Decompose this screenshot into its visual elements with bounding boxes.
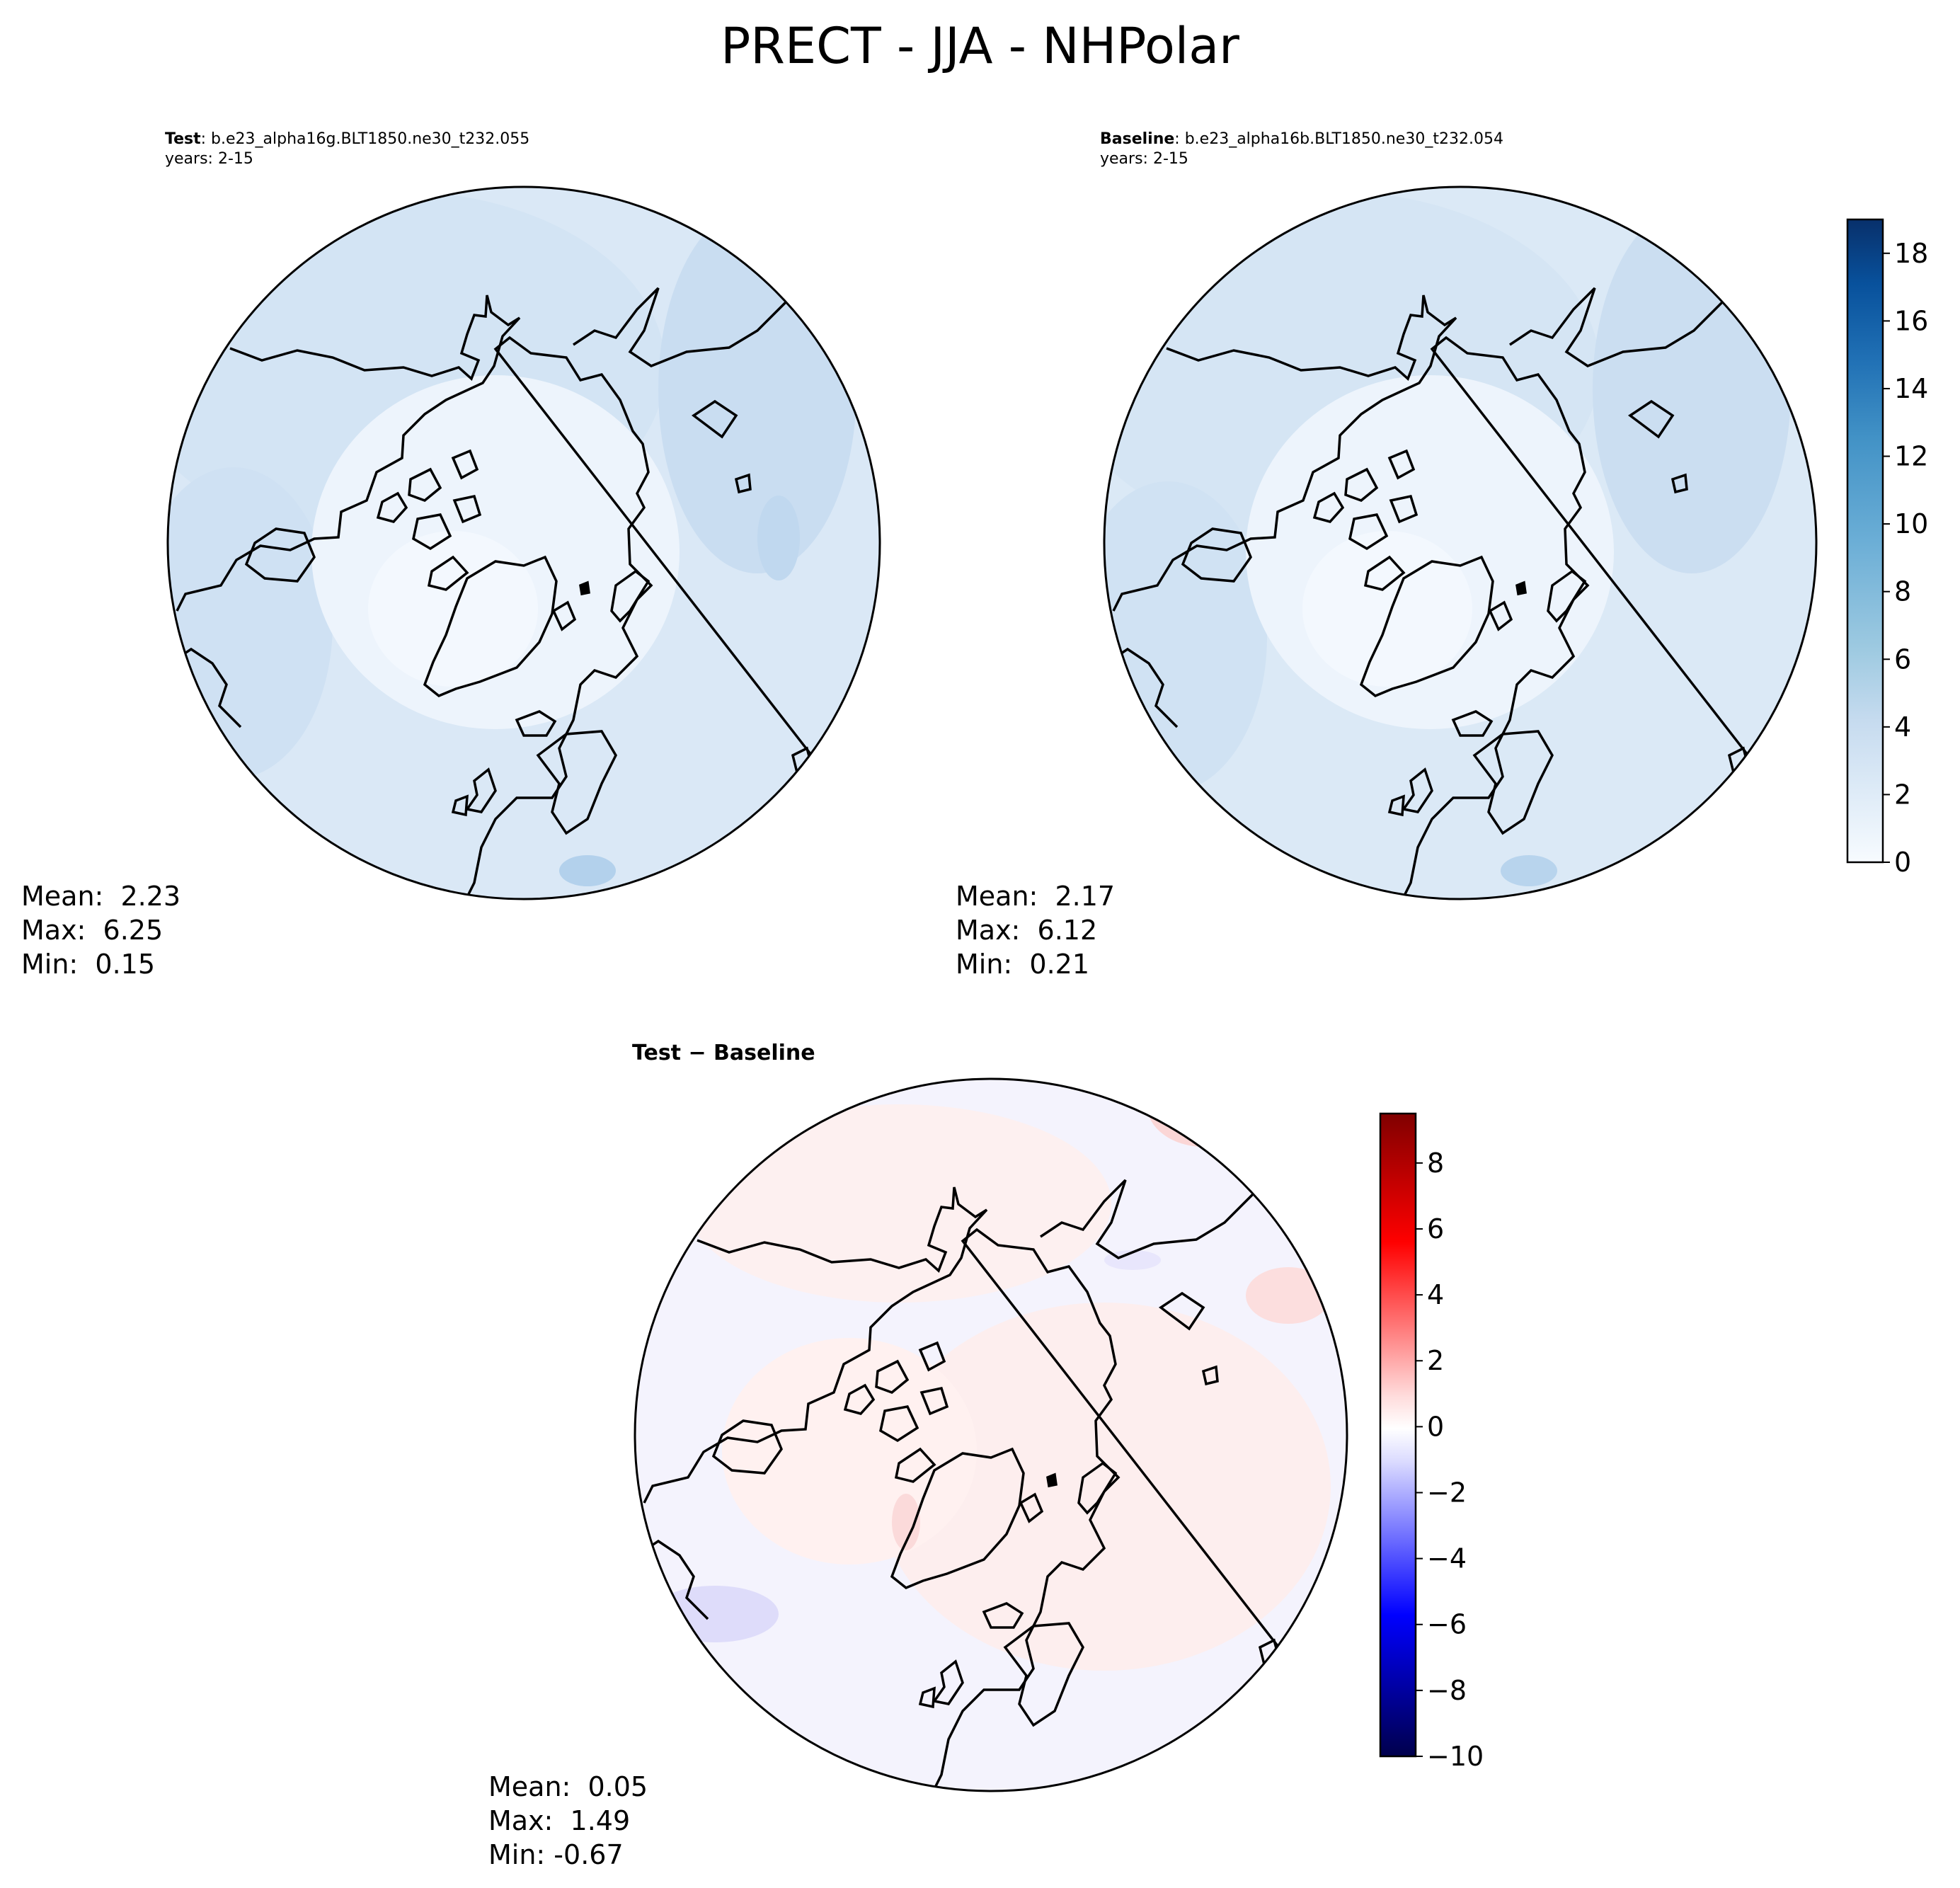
baseline-max: Max: 6.12	[956, 915, 1098, 946]
precip-colorbar-tick-label: 2	[1894, 779, 1911, 810]
diff-stats: Mean: 0.05 Max: 1.49 Min: -0.67	[488, 1770, 648, 1872]
baseline-case-name: : b.e23_alpha16b.BLT1850.ne30_t232.054	[1174, 130, 1503, 148]
diff-colorbar-tick-label: −4	[1427, 1543, 1467, 1574]
diff-map	[635, 1079, 1347, 1791]
baseline-map	[1104, 187, 1816, 899]
precip-colorbar-tick-label: 12	[1894, 441, 1928, 472]
diff-max: Max: 1.49	[488, 1805, 631, 1836]
figure-title: PRECT - JJA - NHPolar	[721, 17, 1239, 75]
test-mean: Mean: 2.23	[21, 881, 181, 912]
precip-colorbar: 0 2 4 6 8 10 12 14 16 18	[1846, 218, 1928, 878]
diff-colorbar-tick-label: 0	[1427, 1411, 1444, 1442]
precip-colorbar-tick-label: 4	[1894, 711, 1911, 743]
diff-colorbar-ticks: −10 −8 −6 −4 −2 0 2 4 6 8	[1416, 1148, 1484, 1772]
test-min: Min: 0.15	[21, 949, 155, 980]
diff-colorbar-tick-label: 2	[1427, 1345, 1444, 1376]
diff-colorbar-tick-label: 6	[1427, 1213, 1444, 1245]
diff-colorbar-tick-label: −8	[1427, 1675, 1467, 1706]
baseline-min: Min: 0.21	[956, 949, 1089, 980]
test-map-border	[166, 185, 881, 900]
test-panel-title: Test: b.e23_alpha16g.BLT1850.ne30_t232.0…	[165, 130, 529, 169]
diff-colorbar-tick-label: −10	[1427, 1741, 1484, 1772]
diff-colorbar-tick-label: −6	[1427, 1609, 1467, 1640]
baseline-years: years: 2-15	[1100, 150, 1188, 168]
diff-colorbar: −10 −8 −6 −4 −2 0 2 4 6 8	[1379, 1112, 1484, 1772]
precip-colorbar-tick-label: 16	[1894, 305, 1928, 336]
diff-mean: Mean: 0.05	[488, 1771, 648, 1802]
test-max: Max: 6.25	[21, 915, 164, 946]
diff-colorbar-tick-label: 8	[1427, 1148, 1444, 1179]
precip-colorbar-tick-label: 8	[1894, 576, 1911, 607]
diff-panel-title: Test − Baseline	[632, 1041, 815, 1065]
precip-colorbar-tick-label: 0	[1894, 847, 1911, 878]
precip-colorbar-tick-label: 14	[1894, 373, 1928, 404]
test-map	[168, 187, 880, 899]
baseline-map-border	[1103, 185, 1818, 900]
diff-map-border	[634, 1077, 1348, 1792]
test-label: Test	[165, 130, 201, 148]
test-stats: Mean: 2.23 Max: 6.25 Min: 0.15	[21, 879, 180, 981]
diff-colorbar-tick-label: −2	[1427, 1477, 1467, 1508]
precip-colorbar-tick-label: 10	[1894, 508, 1928, 539]
diff-min: Min: -0.67	[488, 1839, 624, 1870]
baseline-mean: Mean: 2.17	[956, 881, 1116, 912]
test-years: years: 2-15	[165, 150, 253, 168]
diff-colorbar-tick-label: 4	[1427, 1279, 1444, 1310]
precip-colorbar-tick-label: 18	[1894, 238, 1928, 269]
baseline-panel-title: Baseline: b.e23_alpha16b.BLT1850.ne30_t2…	[1100, 130, 1503, 169]
baseline-stats: Mean: 2.17 Max: 6.12 Min: 0.21	[956, 879, 1115, 981]
baseline-label: Baseline	[1100, 130, 1175, 148]
precip-colorbar-tick-label: 6	[1894, 643, 1911, 675]
precip-colorbar-ticks: 0 2 4 6 8 10 12 14 16 18	[1883, 238, 1928, 878]
test-case-name: : b.e23_alpha16g.BLT1850.ne30_t232.055	[200, 130, 530, 148]
